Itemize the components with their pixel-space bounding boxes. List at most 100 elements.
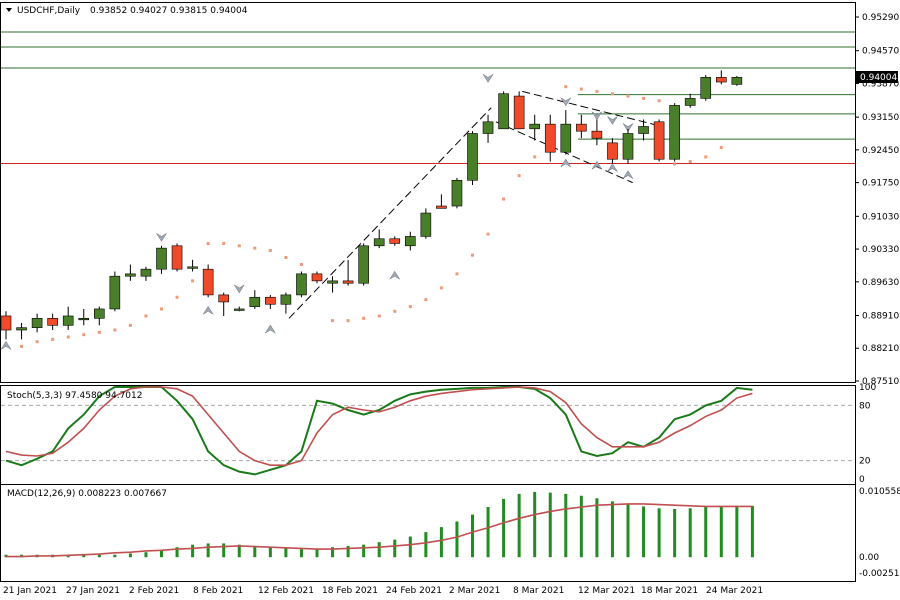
last-price-bg (856, 71, 898, 83)
menu-triangle-icon[interactable] (6, 8, 12, 12)
candle-bear (171, 245, 183, 270)
fractal-down-arrow (482, 74, 494, 83)
macd-tick-label: 0.00 (859, 553, 879, 563)
candle-bull (529, 123, 541, 130)
macd-histogram-bar (253, 545, 257, 558)
sar-dot (408, 305, 412, 309)
macd-histogram-bar (175, 547, 179, 558)
sar-dot (160, 307, 163, 311)
time-tick-label: 2 Mar 2021 (449, 586, 500, 596)
macd-histogram-bar (144, 552, 148, 558)
time-tick-label: 27 Jan 2021 (66, 586, 120, 596)
macd-histogram-bar (642, 506, 646, 558)
stoch-label: Stoch(5,3,3) 97.4580 94.7012 (7, 391, 142, 401)
macd-panel: 0.010558 0.00 -0.002516 (0, 484, 900, 582)
fractal-down-arrow (234, 284, 245, 294)
price-tick-label: 0.87510 (862, 377, 899, 387)
sar-dot (346, 319, 350, 323)
candle-bull (16, 327, 27, 331)
macd-histogram-bar (206, 543, 210, 558)
sar-dot (66, 335, 70, 339)
candle-bull (731, 77, 743, 85)
time-tick-label: 2 Feb 2021 (129, 586, 179, 596)
sar-dot (455, 272, 459, 276)
macd-histogram-bar (735, 505, 739, 558)
candle-bear (653, 121, 665, 160)
time-tick-label: 24 Mar 2021 (706, 586, 763, 596)
macd-histogram-bar (455, 521, 459, 558)
sar-dot (331, 319, 335, 323)
sar-dot (595, 89, 599, 93)
candle-bull (358, 245, 369, 284)
macd-histogram-bar (657, 508, 661, 558)
price-tick-label: 0.88910 (862, 311, 899, 321)
symbol-label: USDCHF,Daily (17, 6, 81, 16)
macd-label: MACD(12,26,9) 0.008223 0.007667 (7, 489, 167, 499)
header: USDCHF,Daily 0.93852 0.94027 0.93815 0.9… (6, 6, 248, 16)
macd-histogram-bar (237, 544, 241, 558)
candle-bull (296, 273, 307, 296)
candle-bear (218, 294, 229, 303)
stoch-signal-line (5, 386, 753, 467)
candle-bear (47, 318, 58, 326)
candle-bull (404, 236, 416, 247)
sar-dot (688, 160, 692, 164)
sar-dot (626, 94, 630, 98)
sar-dot (128, 323, 132, 327)
sar-dot (362, 316, 366, 320)
candle-bull (327, 280, 338, 284)
time-tick-label: 12 Feb 2021 (258, 586, 314, 596)
candle-bear (311, 273, 323, 282)
sar-dot (642, 96, 646, 100)
sar-dot (610, 92, 614, 96)
stoch-tick-label: 100 (859, 383, 876, 393)
stoch-main-line (5, 386, 753, 476)
macd-histogram-bar (548, 492, 552, 558)
candle-bear (0, 315, 12, 331)
sar-dot (237, 244, 241, 248)
sar-dot (517, 174, 521, 178)
candle-bear (436, 205, 447, 209)
sar-dot (377, 314, 381, 318)
candle-bear (544, 123, 556, 153)
macd-histogram-bar (346, 545, 350, 558)
macd-histogram-bar (564, 493, 568, 558)
candle-bull (700, 77, 712, 99)
fractal-down-arrow (156, 233, 167, 242)
candle-bull (451, 179, 463, 207)
trendline-dashed (288, 107, 492, 319)
price-tick-label: 0.95290 (862, 13, 899, 23)
price-tick-label: 0.92450 (862, 146, 899, 156)
macd-frame (0, 484, 856, 582)
candle-bull (156, 247, 167, 270)
candle-bear (576, 123, 587, 132)
sar-dot (175, 295, 179, 299)
candle-bull (684, 98, 696, 106)
candle-bear (591, 130, 603, 139)
macd-histogram-bar (486, 507, 490, 558)
candle-bull (280, 294, 292, 305)
sar-dot (268, 248, 272, 252)
candle-bull (31, 318, 43, 328)
sar-dot (253, 246, 257, 250)
stoch-tick-label: 80 (859, 401, 871, 411)
candle-bull (233, 308, 245, 311)
price-tick-label: 0.93870 (862, 79, 899, 89)
candle-bull (125, 273, 136, 277)
candle-bull (94, 308, 105, 319)
macd-histogram-bar (408, 536, 412, 558)
macd-histogram-bar (222, 543, 226, 558)
ohlc-values: 0.93852 0.94027 0.93815 0.94004 (90, 6, 248, 16)
fractal-down-arrow (622, 123, 634, 132)
sar-dot (191, 279, 195, 283)
macd-histogram-bar (439, 527, 443, 558)
candle-bear (513, 95, 525, 130)
candle-bull (482, 121, 494, 134)
price-tick-label: 0.89630 (862, 278, 899, 288)
macd-histogram-bar (97, 554, 101, 558)
sar-dot (20, 344, 24, 348)
candle-bull (669, 105, 680, 160)
sar-dot (35, 340, 39, 344)
macd-histogram-bar (268, 547, 272, 558)
